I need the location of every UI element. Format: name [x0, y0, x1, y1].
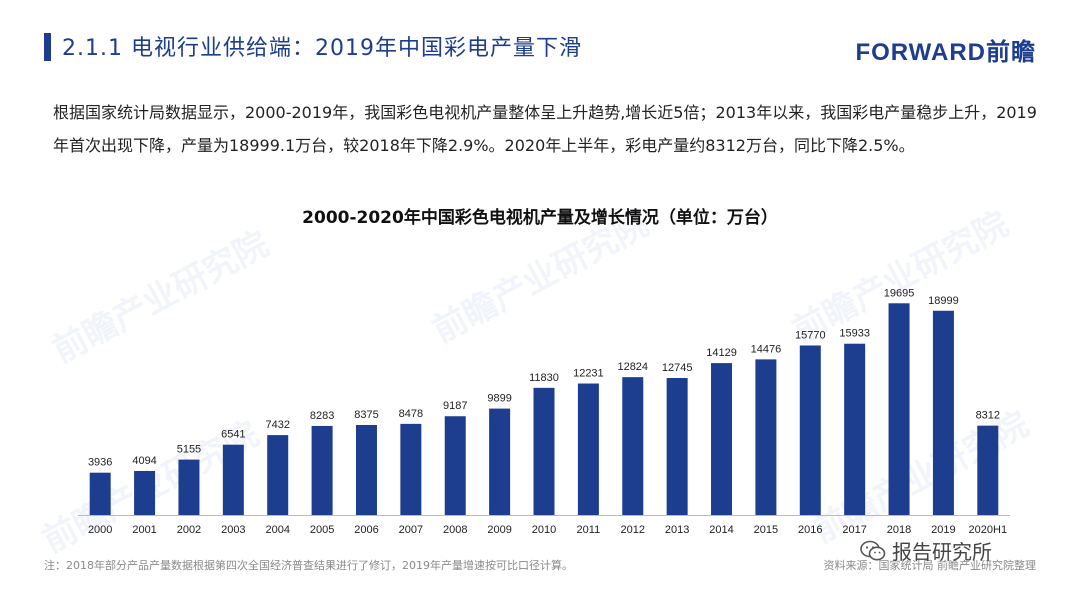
wechat-icon: [860, 540, 886, 560]
x-tick-label-2016: 2016: [798, 524, 822, 536]
data-label-2003: 6541: [221, 429, 245, 441]
x-tick-label-2020H1: 2020H1: [969, 524, 1008, 536]
x-tick-label-2015: 2015: [754, 524, 778, 536]
bar-chart: 3936 2000 4094 2001 5155 2002 6541 2003 7432 2004…: [78, 287, 1010, 536]
data-label-2011: 12231: [573, 368, 604, 380]
x-tick-label-2018: 2018: [887, 524, 911, 536]
data-label-2016: 15770: [795, 329, 826, 341]
bar-2019: [932, 310, 954, 515]
data-label-2008: 9187: [443, 400, 467, 412]
bar-2006: [355, 424, 377, 515]
bar-2002: [178, 459, 200, 515]
x-tick-label-2008: 2008: [443, 524, 467, 536]
x-tick-label-2004: 2004: [265, 524, 289, 536]
data-label-2010: 11830: [529, 372, 559, 384]
x-tick-label-2003: 2003: [221, 524, 245, 536]
x-tick-label-2006: 2006: [354, 524, 378, 536]
x-tick-label-2014: 2014: [709, 524, 733, 536]
x-tick-label-2001: 2001: [132, 524, 156, 536]
bar-2018: [888, 303, 910, 515]
data-label-2013: 12745: [662, 362, 693, 374]
data-label-2020H1: 8312: [976, 410, 1000, 422]
chart-title: 2000-2020年中国彩色电视机产量及增长情况（单位：万台）: [302, 208, 778, 228]
x-tick-label-2007: 2007: [399, 524, 423, 536]
x-tick-label-2005: 2005: [310, 524, 334, 536]
footnote: 注：2018年部分产品产量数据根据第四次全国经济普查结果进行了修订，2019年产…: [44, 559, 573, 572]
data-label-2019: 18999: [928, 295, 959, 307]
bar-2017: [844, 343, 866, 515]
data-label-2009: 9899: [487, 393, 511, 405]
bar-2010: [533, 387, 555, 515]
data-label-2002: 5155: [177, 444, 201, 456]
page-title: 2.1.1 电视行业供给端：2019年中国彩电产量下滑: [62, 36, 582, 61]
bar-2014: [711, 363, 733, 515]
bar-2005: [311, 425, 333, 515]
bar-2004: [267, 435, 289, 515]
data-label-2001: 4094: [132, 455, 156, 467]
data-label-2012: 12824: [617, 361, 648, 373]
bar-2009: [489, 408, 511, 515]
bar-2020H1: [977, 425, 999, 515]
x-tick-label-2010: 2010: [532, 524, 556, 536]
x-tick-label-2017: 2017: [842, 524, 866, 536]
bar-2016: [799, 345, 821, 515]
data-label-2006: 8375: [354, 409, 378, 421]
x-tick-label-2002: 2002: [177, 524, 201, 536]
data-label-2018: 19695: [884, 287, 915, 299]
data-label-2007: 8478: [399, 408, 423, 420]
source-note: 资料来源：国家统计局 前瞻产业研究院整理: [823, 559, 1037, 572]
wechat-account: 报告研究所: [860, 536, 992, 565]
bar-2003: [222, 444, 244, 515]
x-tick-label-2019: 2019: [931, 524, 955, 536]
bar-2011: [577, 383, 599, 515]
bar-2001: [134, 470, 156, 515]
x-tick-label-2000: 2000: [88, 524, 112, 536]
bar-2012: [622, 377, 644, 515]
title-accent-bar: [44, 33, 51, 61]
data-label-2014: 14129: [706, 347, 737, 359]
x-tick-label-2012: 2012: [621, 524, 645, 536]
bar-2008: [444, 416, 466, 515]
brand-logo: FORWARD前瞻: [855, 39, 1036, 66]
data-label-2017: 15933: [839, 328, 870, 340]
bar-2013: [666, 377, 688, 515]
data-label-2005: 8283: [310, 410, 334, 422]
data-label-2000: 3936: [88, 457, 112, 469]
data-label-2015: 14476: [751, 343, 782, 355]
body-paragraph: 根据国家统计局数据显示，2000-2019年，我国彩色电视机产量整体呈上升趋势,…: [53, 103, 1037, 155]
bar-2007: [400, 423, 422, 515]
data-label-2004: 7432: [265, 419, 289, 431]
bar-2015: [755, 359, 777, 515]
wechat-account-name: 报告研究所: [892, 540, 992, 564]
bar-2000: [89, 472, 111, 515]
x-tick-label-2013: 2013: [665, 524, 689, 536]
x-tick-label-2009: 2009: [487, 524, 511, 536]
x-tick-label-2011: 2011: [577, 524, 601, 536]
